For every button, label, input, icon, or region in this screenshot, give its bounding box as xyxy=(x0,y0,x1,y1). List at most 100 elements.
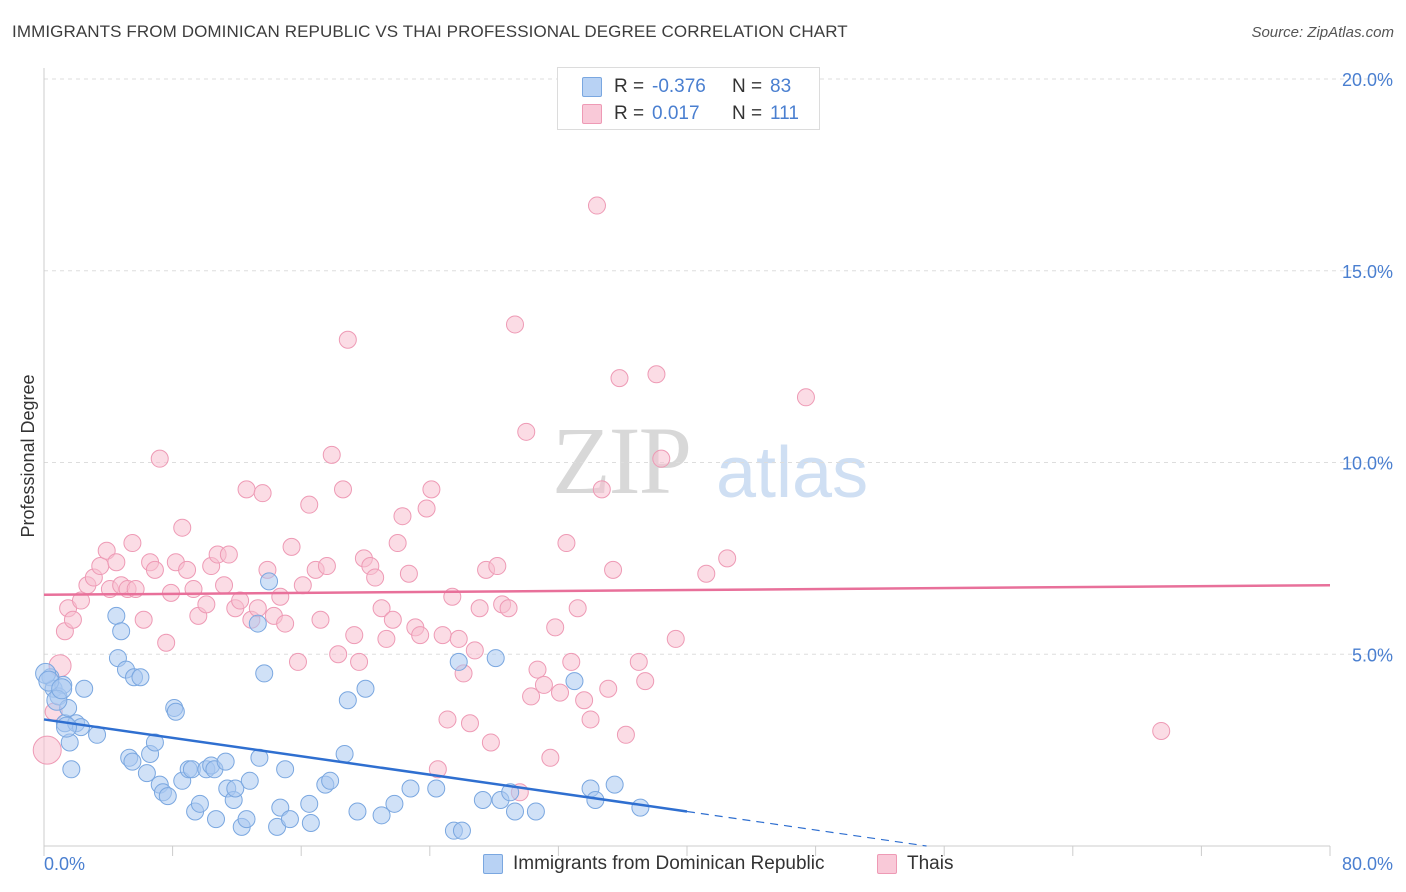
thais-point xyxy=(150,449,169,468)
legend-item-dominican[interactable]: Immigrants from Dominican Republic xyxy=(483,853,825,875)
dominican-point xyxy=(372,806,391,825)
dominican-point xyxy=(631,798,650,817)
thais-point xyxy=(557,534,576,553)
thais-point xyxy=(184,580,203,599)
watermark-atlas: atlas xyxy=(716,433,869,513)
thais-point xyxy=(178,560,197,579)
thais-point xyxy=(237,480,256,499)
thais-point xyxy=(288,652,307,671)
dominican-point xyxy=(427,779,446,798)
thais-point xyxy=(546,618,565,637)
thais-point xyxy=(173,518,192,537)
thais-point xyxy=(647,365,666,384)
dominican-point xyxy=(216,752,235,771)
thais-point xyxy=(107,553,126,572)
dominican-point xyxy=(348,802,367,821)
dominican-point xyxy=(526,802,545,821)
thais-point xyxy=(562,652,581,671)
n-value: 83 xyxy=(770,76,792,97)
thais-point xyxy=(528,660,547,679)
legend-label: Thais xyxy=(907,853,954,874)
thais-point xyxy=(438,710,457,729)
thais-point xyxy=(636,672,655,691)
source-label: Source: ZipAtlas.com xyxy=(1251,24,1394,41)
thais-point xyxy=(417,499,436,518)
thais-point xyxy=(428,760,447,779)
thais-point xyxy=(366,568,385,587)
thais-point xyxy=(388,534,407,553)
dominican-point xyxy=(452,821,471,840)
dominican-point xyxy=(62,760,81,779)
r-label: R = xyxy=(614,103,645,124)
legend-item-thais[interactable]: Thais xyxy=(877,853,953,875)
thais-point xyxy=(666,629,685,648)
thais-point xyxy=(197,595,216,614)
dominican-swatch xyxy=(582,77,602,97)
thais-point xyxy=(517,422,536,441)
dominican-point xyxy=(271,798,290,817)
dominican-point xyxy=(335,744,354,763)
dominican-point xyxy=(356,679,375,698)
thais-point xyxy=(568,599,587,618)
dominican-trend-line xyxy=(43,718,688,813)
thais-point xyxy=(422,480,441,499)
dominican-point xyxy=(240,771,259,790)
dominican-point xyxy=(51,678,73,700)
thais-point xyxy=(470,599,489,618)
thais-point xyxy=(796,388,815,407)
tick-labels: 5.0% 10.0% 15.0% 20.0% 0.0% 80.0% xyxy=(44,70,1393,874)
thais-point xyxy=(32,735,62,765)
thais-point xyxy=(465,641,484,660)
y-tick-label: 15.0% xyxy=(1342,262,1393,282)
r-label: R = xyxy=(614,76,645,97)
thais-point xyxy=(718,549,737,568)
thais-point xyxy=(145,560,164,579)
y-tick-label: 5.0% xyxy=(1352,645,1393,665)
thais-point xyxy=(411,626,430,645)
dominican-point xyxy=(449,652,468,671)
dominican-point xyxy=(107,606,126,625)
dominican-point xyxy=(385,794,404,813)
thais-point xyxy=(248,599,267,618)
n-label: N = xyxy=(732,103,763,124)
n-label: N = xyxy=(732,76,763,97)
thais-point xyxy=(393,507,412,526)
grid-lines xyxy=(44,78,1392,655)
thais-point xyxy=(481,733,500,752)
dominican-point xyxy=(145,733,164,752)
thais-point xyxy=(541,748,560,767)
thais-swatch xyxy=(582,104,602,124)
dominican-point xyxy=(137,764,156,783)
dominican-point xyxy=(123,752,142,771)
thais-point xyxy=(604,560,623,579)
thais-point xyxy=(488,557,507,576)
dominican-point xyxy=(280,810,299,829)
thais-point xyxy=(123,534,142,553)
dominican-point xyxy=(505,802,524,821)
thais-point xyxy=(97,541,116,560)
thais-point xyxy=(534,675,553,694)
thais-point xyxy=(383,610,402,629)
x-tick-label: 0.0% xyxy=(44,854,85,874)
dominican-point xyxy=(605,775,624,794)
thais-point xyxy=(293,576,312,595)
thais-point xyxy=(91,557,110,576)
thais-legend-swatch xyxy=(877,854,897,874)
thais-point xyxy=(317,557,336,576)
dominican-point xyxy=(276,760,295,779)
thais-point xyxy=(333,480,352,499)
thais-point xyxy=(592,480,611,499)
thais-points xyxy=(32,196,1171,802)
y-tick-label: 10.0% xyxy=(1342,454,1393,474)
thais-point xyxy=(282,537,301,556)
thais-point xyxy=(372,599,391,618)
thais-point xyxy=(629,652,648,671)
dominican-point xyxy=(486,649,505,668)
legend-row-dominican: R = -0.376 N = 83 xyxy=(582,74,791,100)
series-legend: Immigrants from Dominican Republic Thais xyxy=(0,851,1406,879)
legend-row-thais: R = 0.017 N = 111 xyxy=(582,101,799,127)
thais-point xyxy=(219,545,238,564)
dominican-trend-extension xyxy=(686,810,927,847)
thais-point xyxy=(322,445,341,464)
thais-point xyxy=(460,714,479,733)
